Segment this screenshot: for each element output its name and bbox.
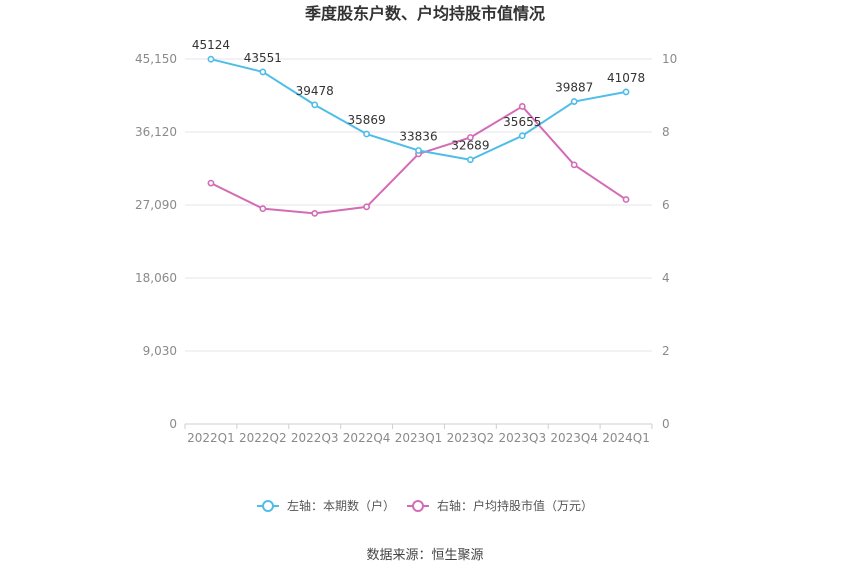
source-note: 数据来源：恒生聚源: [366, 548, 483, 563]
left-tick-label: 18,060: [135, 271, 177, 285]
series-point-0: [415, 147, 422, 154]
series-point-0: [311, 101, 319, 109]
x-axis-ticks: 2022Q1 2022Q2 2022Q3 2022Q4 2023Q1 2023Q2 2023…: [184, 424, 653, 445]
data-label: 35869: [348, 113, 386, 127]
x-tick-label: 2023Q1: [395, 431, 443, 445]
series-line-0: [210, 58, 627, 161]
right-tick-label: 2: [662, 344, 670, 358]
x-tick-label: 2022Q4: [343, 431, 391, 445]
right-tick-label: 6: [662, 198, 670, 212]
data-label: 32689: [451, 139, 489, 153]
data-label: 39478: [296, 84, 334, 98]
legend-label-1: 右轴：户均持股市值（万元）: [437, 498, 593, 513]
data-label: 33836: [399, 129, 437, 143]
legend: 左轴：本期数（户） 右轴：户均持股市值（万元）: [257, 498, 593, 513]
series-point-0: [363, 130, 371, 138]
left-tick-label: 45,150: [135, 52, 177, 66]
legend-marker-1: [412, 500, 424, 512]
chart-title: 季度股东户数、户均持股市值情况: [304, 4, 545, 23]
series-point-1: [363, 203, 371, 211]
right-tick-label: 10: [662, 52, 677, 66]
series-point-0: [259, 68, 267, 76]
series-point-1: [207, 179, 215, 187]
grid-lines: [185, 58, 652, 425]
series-point-0: [570, 98, 578, 105]
x-tick-label: 2023Q2: [447, 431, 495, 445]
data-label: 35655: [503, 115, 541, 129]
series-point-0: [207, 55, 215, 63]
series-point-1: [570, 161, 578, 169]
data-label: 43551: [244, 51, 282, 65]
data-label: 45124: [192, 38, 230, 52]
left-axis-ticks: 0 9,030 18,060 27,090 36,120 45,150: [135, 52, 177, 431]
series-point-1: [518, 103, 526, 110]
legend-label-0: 左轴：本期数（户）: [287, 498, 395, 513]
left-tick-label: 0: [169, 417, 177, 431]
x-tick-label: 2022Q2: [239, 431, 287, 445]
right-tick-label: 8: [662, 125, 670, 139]
series-point-1: [622, 196, 630, 203]
series-point-1: [466, 134, 474, 141]
x-tick-label: 2022Q1: [187, 431, 235, 445]
right-tick-label: 4: [662, 271, 670, 285]
legend-marker-0: [262, 500, 274, 512]
series-point-0: [466, 156, 474, 164]
series-point-1: [311, 209, 319, 217]
x-tick-label: 2024Q1: [602, 431, 650, 445]
right-axis-ticks: 0 2 4 6 8 10: [662, 52, 677, 431]
left-tick-label: 27,090: [135, 198, 177, 212]
x-tick-label: 2023Q4: [550, 431, 598, 445]
left-tick-label: 9,030: [143, 344, 177, 358]
data-label: 39887: [555, 81, 593, 95]
right-tick-label: 0: [662, 417, 670, 431]
series-point-0: [518, 132, 526, 140]
series-layer: 45124 43551 39478 35869 33836 32689 35655 39887…: [192, 38, 645, 217]
x-tick-label: 2022Q3: [291, 431, 339, 445]
series-point-1: [259, 205, 267, 213]
left-tick-label: 36,120: [135, 125, 177, 139]
data-label: 41078: [607, 71, 645, 85]
series-point-0: [622, 88, 630, 96]
x-tick-label: 2023Q3: [498, 431, 546, 445]
series-line-1: [210, 105, 627, 215]
